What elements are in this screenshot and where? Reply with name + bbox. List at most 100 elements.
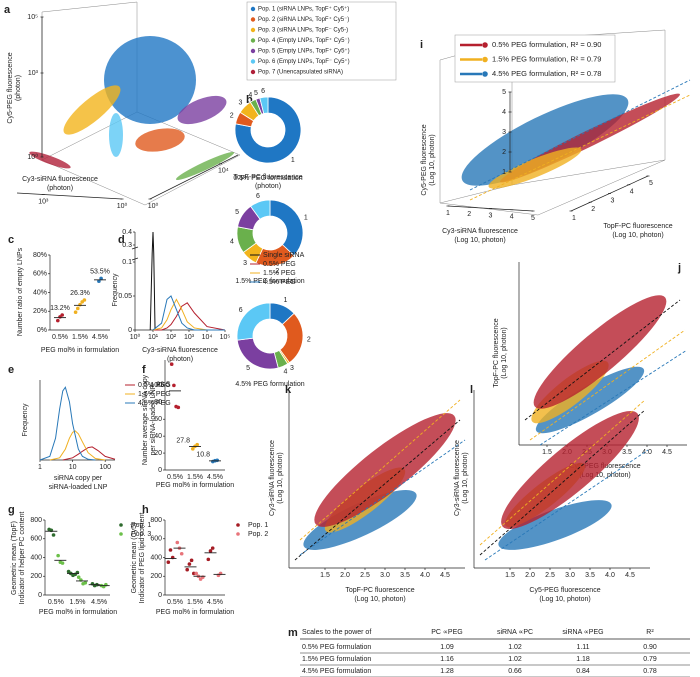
slice-label: 3 — [290, 365, 294, 372]
y-tick-label: 40% — [33, 289, 47, 296]
legend-label: 4.5% PEG — [263, 279, 296, 286]
legend-label: Pop. 3 (siRNA LNPs, TopF⁻ Cy5-) — [258, 28, 348, 34]
y-axis-label: Cy3-siRNA fluorescence — [269, 440, 276, 516]
legend-symbol — [236, 523, 240, 527]
legend-symbol — [250, 6, 256, 12]
y-tick-label: 400 — [30, 554, 42, 561]
axis-label: Cy5-PEG fluorescence — [7, 52, 14, 123]
legend-label: Pop. 5 (Empty LNPs, TopF⁺ Cy5⁺) — [258, 48, 350, 55]
x-tick-label: 3.0 — [380, 572, 390, 579]
x-axis-label: siRNA-loaded LNP — [49, 484, 108, 491]
x-tick-label: 2.0 — [525, 572, 535, 579]
point-cloud — [29, 151, 71, 169]
y-axis-label: Number average siRNA copy — [142, 374, 149, 465]
slice-label: 6 — [256, 193, 260, 200]
legend-label: Pop. 1 — [248, 522, 268, 529]
box-edge — [511, 159, 666, 186]
x-tick-label: 1.5% — [70, 599, 86, 606]
data-point — [172, 383, 176, 388]
data-point — [194, 571, 198, 576]
data-point — [168, 548, 173, 552]
data-point — [56, 553, 60, 558]
y-tick-label: 0.3 — [122, 242, 132, 249]
data-point — [166, 560, 171, 564]
x-axis-label: Cy3-siRNA fluorescence — [142, 347, 218, 354]
slice-label: 3 — [238, 99, 242, 106]
point-cloud — [109, 113, 123, 157]
line-series — [39, 386, 96, 461]
y-axis-label: Frequency — [22, 403, 29, 437]
point-cloud — [498, 500, 612, 550]
y-axis-label: per siRNA-loaded LNP — [150, 384, 157, 455]
line-series — [49, 430, 106, 461]
table-cell: 1.28 — [440, 668, 454, 675]
axis-label: (photon) — [15, 75, 22, 101]
slice-label: 6 — [261, 88, 265, 95]
table-cell: 0.78 — [643, 668, 657, 675]
panel-letter: e — [8, 364, 14, 376]
x-tick-label: 4.0 — [605, 572, 615, 579]
legend-label: Pop. 1 (siRNA LNPs, TopF⁺ Cy5⁺) — [258, 6, 349, 13]
y-tick-label: 20 — [154, 450, 162, 457]
fit-line — [484, 449, 649, 561]
slice-label: 5 — [254, 90, 258, 97]
axis-break — [131, 257, 139, 261]
x-axis-label: siRNA copy per — [54, 475, 103, 482]
tick-label: 10⁰ — [117, 202, 128, 210]
y-tick-label: 20% — [33, 308, 47, 315]
data-point — [76, 575, 81, 579]
x-tick-label: 0.5% — [52, 334, 68, 341]
y-tick-label: 600 — [30, 536, 42, 543]
panel-letter: f — [142, 364, 146, 376]
data-point — [51, 533, 56, 537]
data-point — [82, 298, 87, 302]
legend-symbol — [482, 71, 488, 77]
data-point — [185, 567, 189, 572]
point-cloud — [177, 95, 227, 125]
legend-symbol — [482, 42, 488, 48]
data-point — [73, 310, 78, 314]
slice-label: 3 — [243, 260, 247, 267]
panel-letter: l — [470, 384, 473, 396]
y-axis-label: Number ratio of empty LNPs — [17, 247, 24, 336]
slice-label: 1 — [304, 214, 308, 221]
data-point — [97, 279, 101, 284]
y-axis-label: (Log 10, photon) — [277, 452, 284, 503]
legend-symbol — [236, 532, 240, 536]
axis-label: Cy5-PEG fluorescence — [421, 124, 428, 195]
data-point — [176, 405, 181, 410]
data-point — [60, 561, 65, 565]
panel-letter: m — [288, 627, 298, 639]
axis-label: TopF-PC fluorescence — [233, 174, 302, 181]
box-edge — [41, 1, 138, 13]
tick-label: 3 — [611, 197, 615, 204]
table-cell: 1.02 — [508, 644, 522, 651]
legend-label: Pop. 7 (Unencapsulated siRNA) — [258, 70, 343, 76]
y-axis-label: Geometric mean (TopF) — [11, 521, 18, 595]
line-series — [153, 302, 226, 331]
tick-label: 10⁴ — [218, 168, 229, 175]
x-tick-label: 1.5% — [72, 334, 88, 341]
x-tick-label: 3.5 — [622, 449, 632, 456]
legend-symbol — [250, 48, 256, 54]
panel-letter: i — [420, 39, 423, 51]
y-tick-label: 0.4 — [122, 229, 132, 236]
legend-symbol — [250, 27, 256, 33]
point-cloud — [314, 413, 456, 527]
y-tick-label: 100 — [150, 382, 162, 389]
panel-letter: g — [8, 504, 15, 516]
y-axis-label: (Log 10, photon) — [462, 452, 469, 503]
table-cell: 0.5% PEG formulation — [302, 644, 371, 651]
y-tick-label: 0.05 — [118, 293, 132, 300]
data-point — [189, 558, 194, 563]
x-tick-label: 4.5% — [91, 599, 107, 606]
donut-slice — [259, 96, 269, 115]
fit-line — [539, 349, 688, 446]
tick-label: 3 — [502, 129, 506, 136]
axis-label: (photon) — [255, 183, 281, 190]
panel-letter: d — [118, 234, 125, 246]
slice-label: 2 — [275, 268, 279, 275]
data-point — [191, 447, 195, 451]
box-edge — [144, 154, 241, 206]
